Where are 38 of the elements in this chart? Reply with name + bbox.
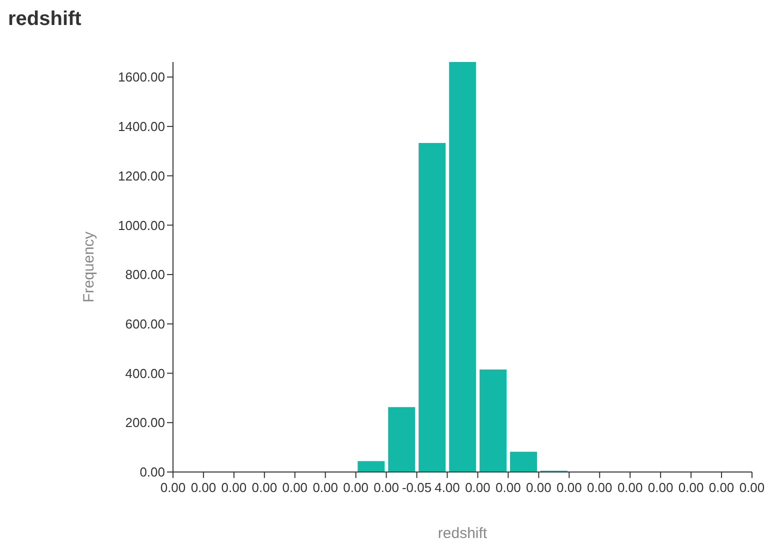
bar	[418, 142, 446, 472]
y-axis-title: Frequency	[80, 231, 98, 302]
text: 0.00	[586, 480, 612, 495]
y-tick-label: 1400.00	[118, 119, 165, 134]
text: 0.00	[556, 480, 582, 495]
text: 0.00	[648, 480, 674, 495]
text: 0.00	[343, 480, 368, 495]
text: 0.00	[374, 480, 399, 495]
bar	[388, 407, 416, 472]
text: 0.00	[526, 480, 552, 495]
y-tick-label: 1600.00	[118, 70, 165, 85]
x-axis-title: redshift	[438, 525, 488, 542]
text: 0.00	[739, 480, 765, 495]
text: 0.00	[465, 480, 490, 495]
text: 0.00	[282, 480, 308, 495]
text: 0.00	[252, 480, 278, 495]
y-tick-label: 600.00	[125, 316, 165, 332]
text: 4.00	[434, 480, 460, 495]
bar	[480, 370, 507, 472]
text: 0.00	[190, 480, 216, 495]
text: 0.00	[617, 480, 643, 495]
text: 0.00	[678, 480, 704, 495]
chart-title: redshift	[8, 8, 82, 32]
y-tick-label: 0.00	[140, 464, 165, 480]
bar	[358, 461, 385, 472]
text: 0.00	[312, 480, 338, 495]
bar	[510, 452, 538, 472]
text: 0.00	[496, 480, 521, 495]
y-tick-label: 1000.00	[118, 218, 165, 233]
text: -0.05	[402, 480, 432, 495]
text: 0.00	[708, 480, 734, 495]
y-tick-label: 1200.00	[118, 168, 165, 184]
text: 0.00	[221, 480, 247, 495]
bar	[449, 62, 476, 472]
y-tick-label: 800.00	[125, 267, 165, 282]
text: 0.00	[160, 480, 186, 495]
y-tick-label: 200.00	[125, 415, 165, 430]
y-tick-label: 400.00	[125, 366, 165, 381]
